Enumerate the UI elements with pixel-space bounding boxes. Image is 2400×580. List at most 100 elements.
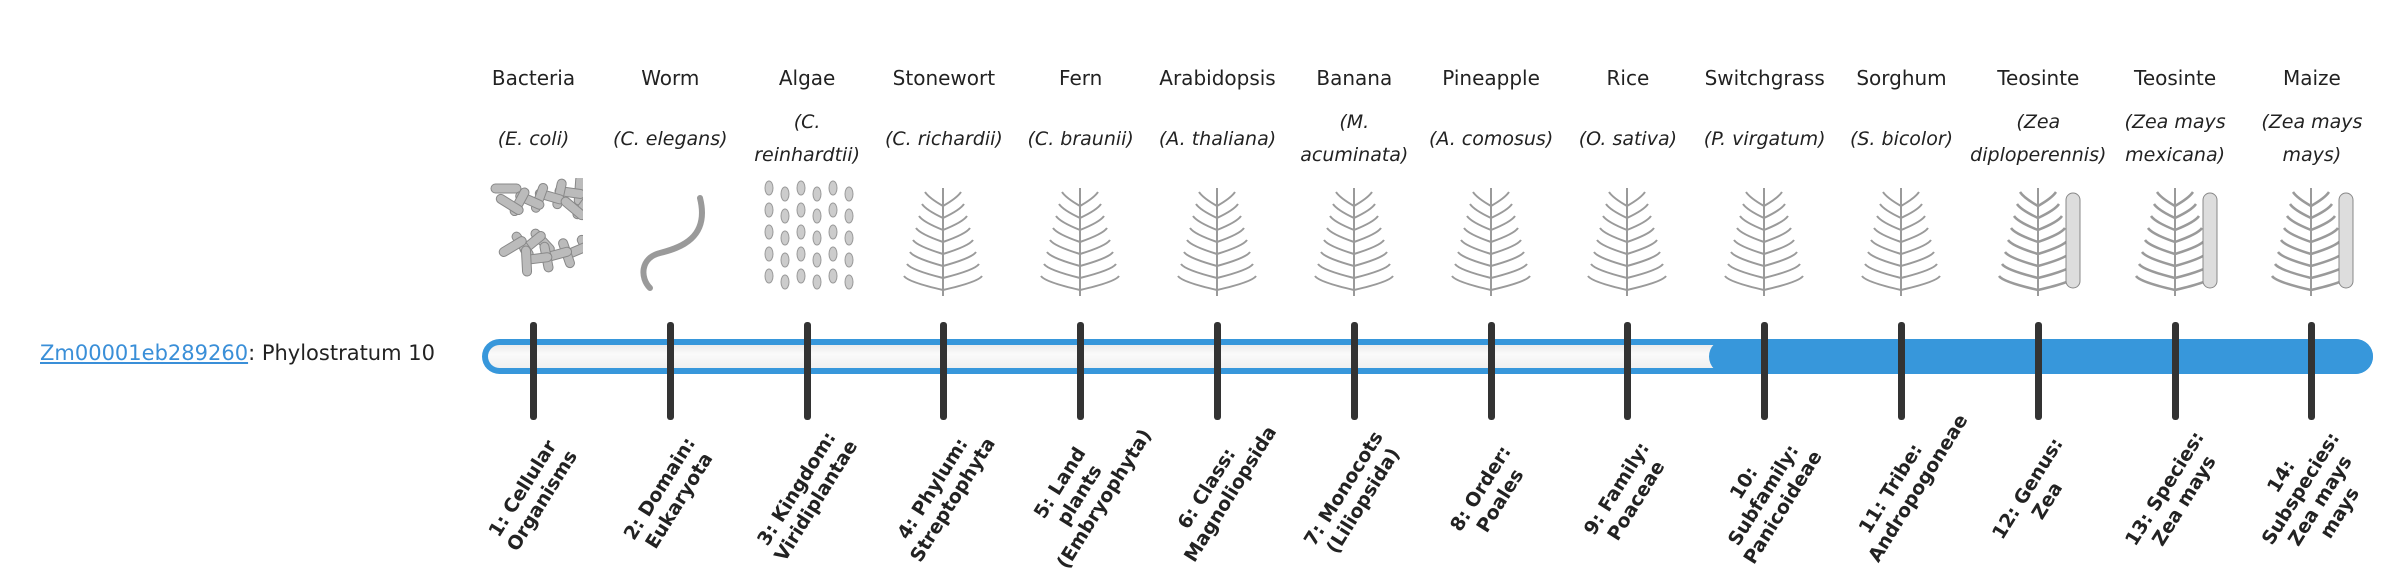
organism-common-name: Worm <box>641 66 700 90</box>
stratum-label: 11: Tribe: Andropogoneae <box>1831 410 1973 566</box>
arabidopsis-image <box>1177 188 1257 296</box>
stratum-label-text: 9: Family: Poaceae <box>1580 438 1670 545</box>
teosinte-image <box>2134 188 2218 296</box>
phylostratum-text: : Phylostratum 10 <box>248 341 435 365</box>
stratum-tick <box>1624 322 1632 420</box>
organism-latin-name: (S. bicolor) <box>1833 106 1970 172</box>
stratum-label-text: 10: Subfamily: Panicoideae <box>1724 440 1827 568</box>
stratum-label: 3: Kingdom: Viridiplantae <box>737 428 877 565</box>
latin-name-text: (E. coli) <box>497 127 570 150</box>
organism-common-name: Algae <box>778 66 836 90</box>
stratum-tick <box>2308 322 2316 420</box>
stratum-tick <box>1487 322 1495 420</box>
stratum-label: 1: Cellular Organisms <box>463 436 603 555</box>
stratum-label-text: 4: Phylum: Streptophyta <box>893 433 1001 567</box>
organism-latin-name: (M. acuminata) <box>1286 106 1423 172</box>
stratum-label-text: 1: Cellular Organisms <box>484 436 582 556</box>
organism-common-name: Bacteria <box>491 66 576 90</box>
stratum-label-text: 6: Class: Magnoliopsida <box>1173 422 1282 567</box>
stratum-tick <box>1350 322 1358 420</box>
latin-name-text: (P. virgatum) <box>1703 127 1826 150</box>
organism-latin-name: (C. braunii) <box>1012 106 1149 172</box>
stratum-label-text: 5: Land plants (Embryophyta) <box>1029 424 1157 573</box>
stratum-label-text: 3: Kingdom: Viridiplantae <box>752 427 862 566</box>
stratum-tick <box>803 322 811 420</box>
stratum-tick <box>530 322 537 420</box>
organism-common-name: Arabidopsis <box>1159 66 1276 90</box>
organism-common-name: Sorghum <box>1856 66 1947 90</box>
banana-image <box>1313 188 1394 296</box>
stratum-tick <box>1761 322 1769 420</box>
latin-name-text: (C. braunii) <box>1027 127 1134 150</box>
stratum-tick <box>940 322 948 420</box>
stratum-tick <box>1077 322 1085 420</box>
stratum-label: 4: Phylum: Streptophyta <box>873 434 1013 566</box>
organism-latin-name: (E. coli) <box>465 106 602 172</box>
organism-common-name: Rice <box>1606 66 1650 90</box>
organism-latin-name: (Zea mays mexicana) <box>2107 106 2244 172</box>
organism-common-name: Maize <box>2282 66 2341 90</box>
stratum-label: 12: Genus: Zea <box>1968 434 2108 550</box>
latin-name-text: (C. richardii) <box>884 127 1003 150</box>
organism-latin-name: (Zea mays mays) <box>2243 106 2380 172</box>
stratum-tick <box>1898 322 1905 420</box>
sorghum-image <box>1861 188 1941 296</box>
latin-name-text: (C. reinhardtii) <box>754 111 860 166</box>
organism-common-name: Teosinte <box>1997 66 2080 90</box>
stratum-label: 9: Family: Poaceae <box>1557 438 1697 550</box>
latin-name-text: (A. comosus) <box>1428 127 1554 150</box>
phylostratum-bar <box>482 339 2373 374</box>
stonewort-image <box>903 188 984 296</box>
organism-common-name: Banana <box>1316 66 1393 90</box>
stratum-tick <box>666 322 674 420</box>
stratum-label-text: 12: Genus: Zea <box>1987 434 2068 544</box>
latin-name-text: (Zea diploperennis) <box>1970 111 2107 166</box>
organism-latin-name: (Zea diploperennis) <box>1970 106 2107 172</box>
organism-latin-name: (O. sativa) <box>1559 106 1696 172</box>
organism-common-name: Teosinte <box>2134 66 2217 90</box>
latin-name-text: (Zea mays mays) <box>2261 111 2363 166</box>
switchgrass-image <box>1724 188 1805 296</box>
stratum-label-text: 13: Species: Zea mays <box>2120 427 2221 550</box>
stratum-tick <box>1214 322 1221 420</box>
stratum-label: 5: Land plants (Embryophyta) <box>1010 425 1156 572</box>
stratum-tick <box>2171 322 2179 420</box>
worm-image <box>640 195 705 291</box>
organism-latin-name: (A. comosus) <box>1423 106 1560 172</box>
organism-common-name: Fern <box>1059 66 1103 90</box>
organism-latin-name: (C. richardii) <box>875 106 1012 172</box>
organism-common-name: Stonewort <box>892 66 996 90</box>
latin-name-text: (Zea mays mexicana) <box>2124 111 2226 166</box>
gene-label: Zm00001eb289260: Phylostratum 10 <box>40 341 435 365</box>
stratum-label: 8: Order: Poales <box>1421 440 1561 550</box>
organism-common-name: Pineapple <box>1442 66 1540 90</box>
latin-name-text: (M. acuminata) <box>1300 111 1409 166</box>
stratum-label: 13: Species: Zea mays <box>2105 428 2245 550</box>
maize-image <box>2271 188 2354 296</box>
stratum-label-text: 8: Order: Poales <box>1445 441 1528 537</box>
latin-name-text: (S. bicolor) <box>1849 127 1954 150</box>
stratum-label-text: 2: Domain: Eukaryota <box>619 433 718 553</box>
rice-image <box>1587 188 1668 296</box>
organism-latin-name: (A. thaliana) <box>1149 106 1286 172</box>
stratum-label-text: 14: Subspecies: Zea mays mays <box>2257 428 2365 550</box>
stratum-label: 14: Subspecies: Zea mays mays <box>2241 428 2381 550</box>
organism-latin-name: (C. elegans) <box>602 106 739 172</box>
pineapple-image <box>1450 188 1531 296</box>
teosinte-image <box>1997 188 2081 296</box>
gene-id-link[interactable]: Zm00001eb289260 <box>40 341 249 365</box>
latin-name-text: (O. sativa) <box>1578 127 1678 150</box>
organism-latin-name: (C. reinhardtii) <box>739 106 876 172</box>
stratum-label-text: 11: Tribe: Andropogoneae <box>1854 410 1973 567</box>
latin-name-text: (A. thaliana) <box>1158 127 1277 150</box>
stratum-label: 2: Domain: Eukaryota <box>600 433 740 552</box>
stratum-label: 10: Subfamily: Panicoideae <box>1694 440 1834 567</box>
stratum-label: 7: Monocots (Liliopsida) <box>1284 427 1424 557</box>
organism-common-name: Switchgrass <box>1704 66 1825 90</box>
latin-name-text: (C. elegans) <box>613 127 728 150</box>
organism-latin-name: (P. virgatum) <box>1696 106 1833 172</box>
fern-image <box>1040 188 1121 296</box>
bacteria-image <box>490 178 583 277</box>
algae-image <box>764 180 854 290</box>
stratum-label-text: 7: Monocots (Liliopsida) <box>1299 427 1405 558</box>
